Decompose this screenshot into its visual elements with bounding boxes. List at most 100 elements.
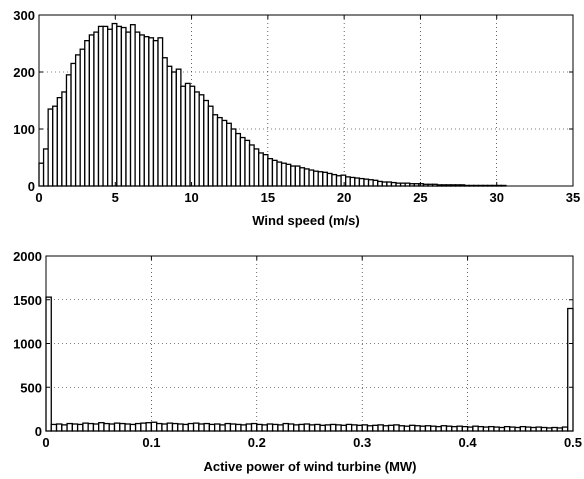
- active-power-bar: [192, 422, 200, 432]
- wind-speed-bar: [262, 153, 269, 187]
- active-power-bar: [445, 425, 453, 432]
- wind-speed-bar: [212, 114, 219, 187]
- active-power-bar: [509, 426, 516, 432]
- wind-speed-bar: [116, 25, 123, 187]
- wind-speed-bar: [93, 31, 100, 187]
- active-power-bar: [393, 424, 400, 432]
- active-power-x-tick-label: 0.4: [459, 435, 478, 450]
- wind-speed-bar: [258, 152, 264, 187]
- active-power-bar: [535, 426, 543, 432]
- active-power-bar: [567, 307, 574, 432]
- active-power-bar: [477, 425, 485, 432]
- wind-speed-bar: [280, 162, 287, 187]
- wind-speed-bar: [390, 181, 397, 187]
- active-power-bar: [488, 425, 495, 432]
- wind-speed-y-tick-label: 0: [28, 179, 35, 194]
- active-power-bar: [387, 424, 395, 432]
- active-power-bar: [414, 425, 421, 432]
- wind-speed-bars: [38, 22, 507, 187]
- active-power-bar: [551, 426, 558, 432]
- wind-speed-bar: [230, 128, 237, 187]
- active-power-bar: [240, 424, 247, 432]
- wind-speed-bar: [38, 162, 45, 187]
- active-power-bar: [166, 422, 174, 432]
- wind-speed-bar: [171, 71, 177, 187]
- active-power-bar: [92, 423, 100, 432]
- active-power-bar: [224, 422, 232, 432]
- wind-speed-bar: [216, 116, 223, 187]
- active-power-bar: [245, 423, 253, 432]
- wind-speed-bar: [226, 122, 232, 187]
- active-power-bar: [319, 424, 326, 432]
- active-power-bar: [340, 424, 348, 432]
- wind-speed-bar: [244, 139, 251, 187]
- wind-speed-bar: [358, 177, 365, 187]
- active-power-bar: [103, 422, 110, 432]
- active-power-bar: [150, 421, 158, 432]
- wind-speed-bar: [239, 136, 246, 187]
- wind-speed-bar: [65, 74, 72, 187]
- active-power-bar: [108, 423, 116, 432]
- active-power-y-tick-label: 1500: [13, 293, 42, 308]
- wind-speed-x-tick-label: 30: [489, 190, 503, 205]
- active-power-grid: [46, 256, 573, 431]
- active-power-bar: [156, 422, 163, 432]
- wind-speed-bar: [180, 85, 187, 187]
- wind-speed-bar: [290, 165, 296, 187]
- wind-speed-bar: [102, 25, 109, 187]
- wind-speed-y-tick-label: 200: [13, 65, 35, 80]
- wind-speed-bar: [285, 163, 292, 187]
- active-power-bar: [45, 296, 52, 432]
- wind-speed-bar: [111, 22, 118, 187]
- active-power-bar: [208, 423, 216, 432]
- active-power-bar: [466, 426, 474, 432]
- active-power-bar: [287, 423, 295, 432]
- wind-speed-bar: [70, 62, 77, 187]
- active-power-bar: [171, 422, 179, 432]
- wind-speed-bar: [317, 171, 324, 187]
- active-power-bar: [356, 424, 363, 432]
- wind-speed-bar: [148, 37, 155, 187]
- active-power-bar: [372, 424, 379, 432]
- active-power-bar: [351, 424, 358, 432]
- active-power-y-tick-label: 1000: [13, 337, 42, 352]
- active-power-bar: [277, 424, 284, 432]
- wind-speed-bar: [42, 148, 49, 187]
- wind-speed-bar: [207, 105, 214, 187]
- wind-speed-bar: [221, 119, 228, 187]
- active-power-bar: [419, 425, 427, 432]
- active-power-bar: [456, 425, 463, 432]
- active-power-x-axis-label: Active power of wind turbine (MW): [203, 459, 416, 474]
- wind-speed-bar: [372, 179, 379, 187]
- active-power-y-tick-label: 0: [35, 424, 42, 439]
- active-power-bar: [498, 426, 506, 432]
- wind-speed-bar: [56, 97, 63, 187]
- active-power-bar: [308, 424, 316, 432]
- active-power-x-tick-label: 0: [42, 435, 49, 450]
- active-power-bar: [261, 424, 268, 432]
- wind-speed-bar: [88, 34, 95, 187]
- active-power-bar: [403, 425, 411, 432]
- active-power-bar: [76, 423, 84, 432]
- active-power-bar: [55, 423, 63, 432]
- active-power-bar: [345, 423, 353, 432]
- wind-speed-bar: [294, 165, 301, 187]
- active-power-bar: [482, 426, 490, 432]
- active-power-bar: [113, 422, 121, 432]
- wind-speed-bar: [386, 181, 393, 187]
- wind-speed-bar: [52, 105, 58, 187]
- wind-speed-bar: [139, 34, 145, 187]
- active-power-bar: [198, 423, 205, 432]
- wind-speed-bar: [331, 173, 338, 187]
- wind-speed-bar: [308, 169, 315, 187]
- wind-speed-bar: [340, 174, 347, 187]
- active-power-bar: [71, 423, 79, 432]
- active-power-bar: [66, 422, 74, 432]
- wind-speed-bar: [189, 85, 196, 187]
- wind-speed-bar: [193, 91, 200, 187]
- wind-speed-bar: [363, 178, 370, 187]
- active-power-bar: [461, 425, 469, 432]
- active-power-bar: [329, 423, 337, 432]
- active-power-bar: [161, 423, 168, 432]
